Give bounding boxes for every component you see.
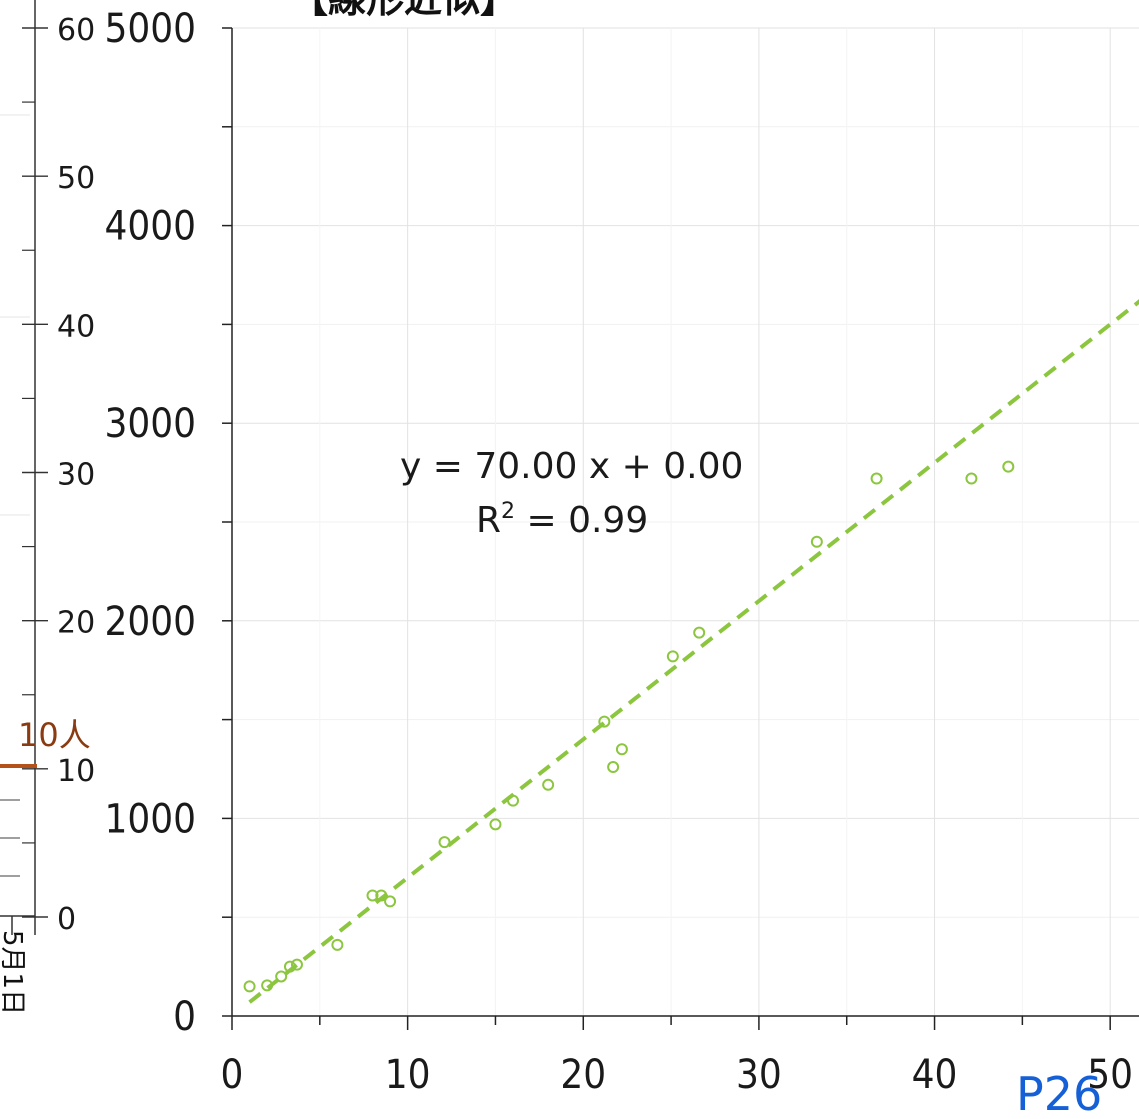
data-point (261, 979, 274, 992)
x-tick-label: 0 (221, 1052, 244, 1098)
x-tick-label: 10 (385, 1052, 431, 1098)
x-axis-ticks: 0 10 20 30 40 50 (221, 1016, 1133, 1098)
y-tick-label: 2000 (104, 599, 196, 645)
data-point (438, 836, 451, 849)
data-point (693, 626, 706, 639)
left-strip: 0 10 20 30 40 50 60 10人 5月1日 (0, 0, 95, 1015)
left-strip-tick-label: 50 (57, 161, 95, 196)
left-strip-ticks: 0 10 20 30 40 50 60 (22, 13, 95, 937)
x-tick-label: 40 (912, 1052, 958, 1098)
r-squared-value: = 0.99 (515, 500, 648, 541)
left-strip-marker-label: 10人 (18, 716, 91, 754)
data-point (607, 761, 620, 774)
left-strip-tick-label: 20 (57, 606, 95, 641)
y-tick-label: 1000 (104, 796, 196, 842)
left-strip-tick-label: 10 (57, 754, 95, 789)
data-point (507, 794, 520, 807)
left-strip-date-label: 5月1日 (0, 930, 27, 1015)
data-point (283, 960, 296, 973)
data-point (965, 472, 978, 485)
data-point (275, 970, 288, 983)
chart-title: 【線形近似】 (290, 0, 518, 21)
r-squared-prefix: R (476, 500, 501, 541)
data-points (243, 460, 1015, 993)
data-point (243, 980, 256, 993)
page-label: P26 (1016, 1067, 1102, 1119)
data-point (290, 958, 303, 971)
left-strip-tick-label: 0 (57, 902, 76, 937)
left-strip-tick-label: 30 (57, 458, 95, 493)
y-tick-label: 5000 (104, 6, 196, 52)
data-point (331, 938, 344, 951)
equation-label: y = 70.00 x + 0.00 (400, 446, 743, 487)
y-tick-label: 4000 (104, 204, 196, 250)
x-tick-label: 50 (1087, 1052, 1133, 1098)
x-tick-label: 20 (560, 1052, 606, 1098)
r-squared-label: R2 = 0.99 (476, 499, 648, 541)
data-point (870, 472, 883, 485)
data-point (366, 889, 379, 902)
data-point (489, 818, 502, 831)
trendline (248, 299, 1139, 1004)
data-point (384, 895, 397, 908)
left-strip-tick-label: 40 (57, 309, 95, 344)
data-point (1002, 460, 1015, 473)
data-point (666, 650, 679, 663)
y-axis-ticks: 0 1000 2000 3000 4000 5000 (104, 6, 232, 1040)
r-squared-exponent: 2 (501, 499, 515, 524)
data-point (375, 889, 388, 902)
data-point (542, 778, 555, 791)
data-point (615, 743, 628, 756)
y-tick-label: 3000 (104, 401, 196, 447)
x-tick-label: 30 (736, 1052, 782, 1098)
data-point (810, 535, 823, 548)
y-tick-label: 0 (173, 994, 196, 1040)
plot-grid (232, 27, 1139, 1016)
data-point (598, 715, 611, 728)
left-strip-tick-label: 60 (57, 13, 95, 48)
